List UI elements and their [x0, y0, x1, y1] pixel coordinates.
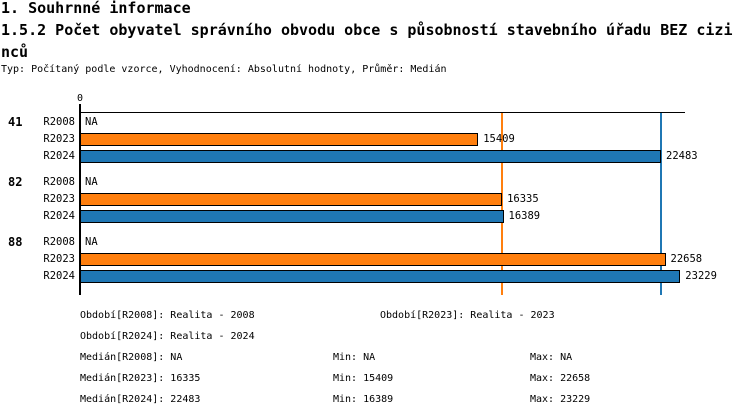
stat-max-r2008: Max: NA	[530, 352, 573, 363]
stat-max-r2023: Max: 22658	[530, 373, 591, 384]
bar-row: NA	[80, 176, 98, 189]
bar-row: 16335	[80, 193, 539, 206]
x-axis-zero-tick-label: 0	[76, 93, 84, 104]
group-label-41: 41	[8, 115, 23, 129]
median-line-r2024	[660, 113, 662, 295]
bar-row: 15409	[80, 133, 515, 146]
series-label-r2024: R2024	[43, 150, 75, 162]
bar-r2024	[80, 150, 661, 163]
stat-median-r2008: Medián[R2008]: NA	[80, 352, 183, 363]
x-axis-tick-mark	[79, 104, 81, 112]
group-label-88: 88	[8, 235, 23, 249]
stat-min-r2008: Min: NA	[333, 352, 376, 363]
bar-r2024	[80, 270, 681, 283]
series-label-r2008: R2008	[43, 176, 75, 188]
bar-row: NA	[80, 236, 98, 249]
stat-min-r2023: Min: 15409	[333, 373, 394, 384]
stat-min-r2024: Min: 16389	[333, 394, 394, 405]
series-label-r2024: R2024	[43, 270, 75, 282]
chart-meta: Typ: Počítaný podle vzorce, Vyhodnocení:…	[1, 64, 447, 75]
series-label-r2008: R2008	[43, 236, 75, 248]
bar-value-label: NA	[85, 116, 98, 128]
legend-period-r2024: Období[R2024]: Realita - 2024	[80, 331, 255, 342]
bar-value-label: NA	[85, 236, 98, 248]
series-label-r2023: R2023	[43, 193, 75, 205]
bar-row: 23229	[80, 270, 717, 283]
series-label-r2008: R2008	[43, 116, 75, 128]
bar-r2023	[80, 133, 479, 146]
series-label-r2023: R2023	[43, 253, 75, 265]
page-title: 1. Souhrnné informace	[1, 0, 191, 17]
bar-r2024	[80, 210, 504, 223]
group-label-82: 82	[8, 175, 23, 189]
legend-period-r2008: Období[R2008]: Realita - 2008	[80, 310, 255, 321]
bar-value-label: 16335	[507, 193, 539, 205]
stat-max-r2024: Max: 23229	[530, 394, 591, 405]
y-axis-line	[79, 112, 81, 295]
bar-r2023	[80, 253, 666, 266]
series-label-r2023: R2023	[43, 133, 75, 145]
stat-median-r2023: Medián[R2023]: 16335	[80, 373, 201, 384]
bar-value-label: 16389	[508, 210, 541, 222]
stat-median-r2024: Medián[R2024]: 22483	[80, 394, 201, 405]
legend-period-r2023: Období[R2023]: Realita - 2023	[380, 310, 555, 321]
bar-row: 22658	[80, 253, 702, 266]
bar-row: NA	[80, 116, 98, 129]
bar-r2023	[80, 193, 503, 206]
series-label-r2024: R2024	[43, 210, 75, 222]
bar-value-label: 23229	[685, 270, 717, 282]
bar-value-label: NA	[85, 176, 98, 188]
bar-value-label: 15409	[483, 133, 515, 145]
bar-value-label: 22483	[666, 150, 698, 162]
bar-row: 22483	[80, 150, 698, 163]
bar-row: 16389	[80, 210, 540, 223]
chart-subtitle-line1: 1.5.2 Počet obyvatel správního obvodu ob…	[1, 21, 733, 39]
bar-value-label: 22658	[670, 253, 703, 265]
chart-subtitle-line2: nců	[1, 43, 29, 61]
x-axis-line	[80, 112, 685, 113]
